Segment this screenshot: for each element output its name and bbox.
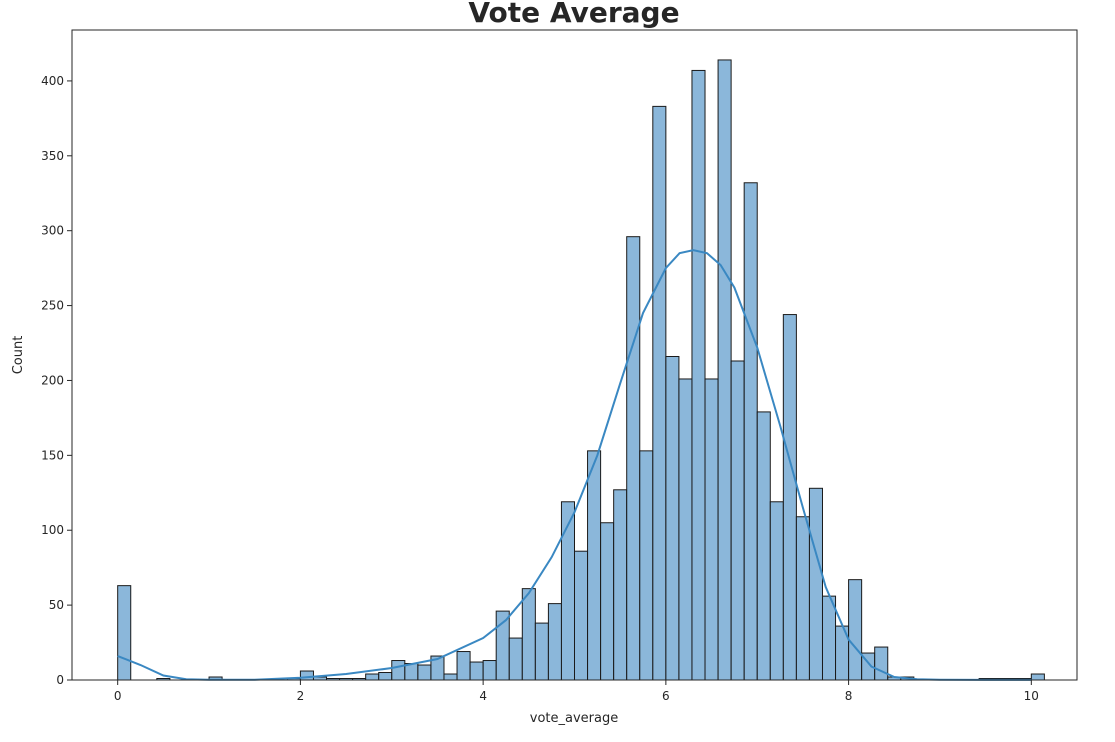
histogram-bar <box>117 585 132 681</box>
y-tick-label: 150 <box>41 448 64 462</box>
histogram-bar <box>717 59 732 681</box>
histogram-bar <box>808 487 823 681</box>
histogram-bar <box>795 516 810 681</box>
histogram-bar <box>678 378 693 681</box>
axes-frame <box>71 29 1078 681</box>
histogram-bar <box>482 660 497 681</box>
histogram-bar <box>534 622 549 681</box>
histogram-bar <box>547 603 562 681</box>
histogram-bar <box>365 673 380 681</box>
histogram-bar <box>730 360 745 681</box>
histogram-bar <box>848 579 863 681</box>
x-axis: 0 2 4 6 8 10 <box>114 680 1039 703</box>
kde-line <box>117 249 1032 681</box>
histogram-bar <box>574 550 589 681</box>
histogram-bar <box>521 588 536 681</box>
y-axis-label: Count <box>11 336 26 375</box>
histogram-bar <box>782 314 797 681</box>
histogram-bar <box>1030 673 1045 681</box>
y-tick-label: 300 <box>41 224 64 238</box>
histogram-bar <box>417 664 432 681</box>
histogram-bar <box>626 236 641 681</box>
histogram-bar <box>299 670 314 681</box>
histogram-bar <box>691 69 706 681</box>
histogram-bar <box>443 673 458 681</box>
histogram-bar <box>469 661 484 681</box>
y-tick-label: 200 <box>41 373 64 387</box>
histogram-bar <box>639 450 654 681</box>
histogram-bar <box>652 105 667 681</box>
y-tick-label: 0 <box>56 673 64 687</box>
histogram-bar <box>665 355 680 681</box>
x-tick-label: 4 <box>479 689 487 703</box>
histogram-bar <box>391 660 406 681</box>
histogram-bar <box>613 489 628 681</box>
x-tick-label: 6 <box>662 689 670 703</box>
x-tick-label: 8 <box>845 689 853 703</box>
y-axis: 0 50 100 150 200 250 300 350 400 <box>41 74 72 687</box>
histogram-bar <box>600 522 615 681</box>
histogram-bar <box>874 646 889 681</box>
y-tick-label: 400 <box>41 74 64 88</box>
x-tick-label: 2 <box>297 689 305 703</box>
y-tick-label: 50 <box>49 598 64 612</box>
histogram-bar <box>587 450 602 681</box>
histogram-bar <box>769 501 784 681</box>
histogram-bar <box>756 411 771 681</box>
y-tick-label: 100 <box>41 523 64 537</box>
histogram-bar <box>456 651 471 681</box>
histogram-bar <box>704 378 719 681</box>
histogram-bar <box>821 595 837 681</box>
y-tick-label: 350 <box>41 149 64 163</box>
x-tick-label: 10 <box>1024 689 1039 703</box>
histogram-bar <box>508 637 523 681</box>
x-tick-label: 0 <box>114 689 122 703</box>
x-axis-label: vote_average <box>530 711 618 726</box>
y-tick-label: 250 <box>41 299 64 313</box>
plot-area <box>117 59 1045 681</box>
histogram-bar <box>560 501 576 681</box>
histogram-bar <box>743 182 758 681</box>
histogram-bar <box>378 672 393 681</box>
chart-title: Vote Average <box>468 0 679 29</box>
